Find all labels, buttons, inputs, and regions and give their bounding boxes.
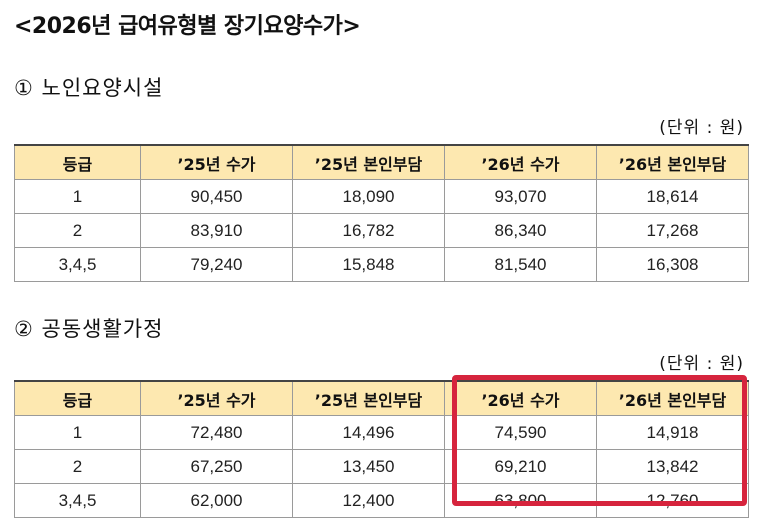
table-row: 3,4,5 79,240 15,848 81,540 16,308 [14,247,749,282]
column-header-25-copay: ’25년 본인부담 [292,380,445,416]
value-cell: 90,450 [140,179,293,214]
column-header-grade: 등급 [14,380,141,416]
table-row: 1 90,450 18,090 93,070 18,614 [14,179,749,214]
page-title: <2026년 급여유형별 장기요양수가> [14,14,361,39]
grade-cell: 1 [14,179,141,214]
column-header-26-copay: ’26년 본인부담 [596,144,749,180]
column-header-26-fee: ’26년 수가 [444,144,597,180]
column-header-26-fee: ’26년 수가 [444,380,597,416]
value-cell: 16,782 [292,213,445,248]
value-cell: 79,240 [140,247,293,282]
value-cell: 14,496 [292,415,445,450]
value-cell: 14,918 [596,415,749,450]
table-row: 2 83,910 16,782 86,340 17,268 [14,213,749,248]
column-header-grade: 등급 [14,144,141,180]
value-cell: 72,480 [140,415,293,450]
table-row: 1 72,480 14,496 74,590 14,918 [14,415,749,450]
value-cell: 17,268 [596,213,749,248]
value-cell: 13,450 [292,449,445,484]
column-header-26-copay: ’26년 본인부담 [596,380,749,416]
grade-cell: 2 [14,449,141,484]
section-title-group-home: ② 공동생활가정 [14,317,164,341]
fee-table-nursing-facility: 등급 ’25년 수가 ’25년 본인부담 ’26년 수가 ’26년 본인부담 1… [14,144,749,282]
value-cell: 16,308 [596,247,749,282]
grade-cell: 3,4,5 [14,483,141,518]
unit-label: (단위 : 원) [659,354,744,374]
value-cell: 15,848 [292,247,445,282]
value-cell: 62,000 [140,483,293,518]
value-cell: 18,614 [596,179,749,214]
value-cell: 83,910 [140,213,293,248]
grade-cell: 2 [14,213,141,248]
value-cell: 93,070 [444,179,597,214]
table-header-row: 등급 ’25년 수가 ’25년 본인부담 ’26년 수가 ’26년 본인부담 [14,380,749,416]
table-row: 2 67,250 13,450 69,210 13,842 [14,449,749,484]
fee-table-group-home: 등급 ’25년 수가 ’25년 본인부담 ’26년 수가 ’26년 본인부담 1… [14,380,749,518]
table-header-row: 등급 ’25년 수가 ’25년 본인부담 ’26년 수가 ’26년 본인부담 [14,144,749,180]
column-header-25-fee: ’25년 수가 [140,380,293,416]
grade-cell: 1 [14,415,141,450]
section-title-nursing-facility: ① 노인요양시설 [14,76,164,100]
value-cell: 67,250 [140,449,293,484]
value-cell: 18,090 [292,179,445,214]
value-cell: 86,340 [444,213,597,248]
unit-label: (단위 : 원) [659,118,744,138]
value-cell: 69,210 [444,449,597,484]
value-cell: 13,842 [596,449,749,484]
grade-cell: 3,4,5 [14,247,141,282]
column-header-25-fee: ’25년 수가 [140,144,293,180]
column-header-25-copay: ’25년 본인부담 [292,144,445,180]
value-cell: 12,400 [292,483,445,518]
value-cell: 81,540 [444,247,597,282]
highlight-box-2026-columns [452,375,747,506]
